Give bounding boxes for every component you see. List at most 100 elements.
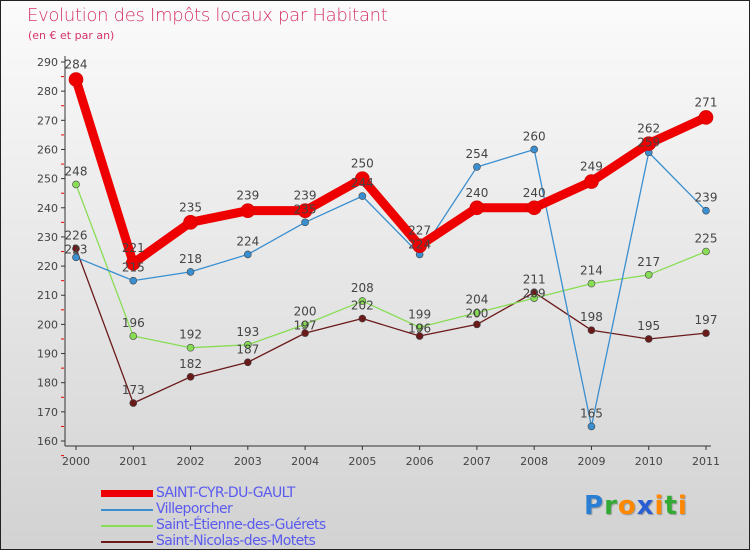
data-label: 193 bbox=[236, 325, 259, 339]
data-point bbox=[702, 329, 710, 337]
data-label: 182 bbox=[179, 357, 202, 371]
data-point bbox=[412, 238, 427, 253]
y-tick-label: 260 bbox=[37, 143, 58, 156]
data-label: 239 bbox=[294, 189, 317, 203]
legend-swatch bbox=[101, 525, 153, 527]
legend-swatch bbox=[101, 541, 153, 543]
data-point bbox=[301, 218, 309, 227]
series-line-2 bbox=[75, 184, 707, 349]
data-point bbox=[698, 110, 714, 125]
data-label: 250 bbox=[351, 157, 374, 171]
x-tick-label: 2011 bbox=[692, 455, 720, 468]
data-point bbox=[530, 294, 538, 302]
series-line-3 bbox=[75, 248, 707, 404]
x-tick-label: 2007 bbox=[463, 455, 491, 468]
data-point bbox=[355, 171, 370, 186]
data-label: 271 bbox=[695, 95, 718, 109]
logo-letter: P bbox=[584, 491, 605, 521]
y-tick-label: 220 bbox=[37, 260, 58, 273]
data-label: 195 bbox=[637, 319, 660, 333]
x-tick-label: 2004 bbox=[291, 455, 319, 468]
y-tick-label: 240 bbox=[37, 202, 58, 215]
y-tick-label: 160 bbox=[37, 435, 58, 448]
x-tick-label: 2009 bbox=[577, 455, 605, 468]
data-label: 227 bbox=[408, 224, 431, 238]
data-point bbox=[301, 329, 309, 337]
data-label: 196 bbox=[122, 316, 145, 330]
data-label: 197 bbox=[695, 313, 718, 327]
data-point bbox=[415, 332, 424, 340]
y-tick-label: 270 bbox=[37, 114, 58, 127]
series-line-0 bbox=[71, 78, 708, 268]
x-tick-label: 2005 bbox=[348, 455, 376, 468]
data-label: 200 bbox=[294, 304, 317, 318]
data-point bbox=[297, 203, 313, 218]
data-label: 225 bbox=[695, 232, 718, 246]
chart-subtitle: (en € et par an) bbox=[28, 29, 115, 42]
x-tick-label: 2010 bbox=[635, 455, 663, 468]
data-label: 217 bbox=[637, 255, 660, 269]
data-point bbox=[129, 276, 138, 285]
series-line-1 bbox=[75, 148, 707, 428]
legend-label: Saint-Étienne-des-Guérets bbox=[156, 517, 326, 533]
data-label: 173 bbox=[122, 383, 145, 397]
data-point bbox=[72, 253, 80, 262]
data-point bbox=[186, 268, 195, 276]
data-label: 239 bbox=[695, 191, 718, 205]
y-tick-label: 210 bbox=[37, 289, 58, 302]
legend-label: Villeporcher bbox=[156, 501, 233, 517]
logo-letter: i bbox=[654, 491, 665, 521]
data-label: 262 bbox=[637, 122, 660, 136]
y-tick-label: 280 bbox=[37, 85, 58, 98]
data-label: 198 bbox=[580, 310, 603, 324]
data-point bbox=[526, 200, 542, 216]
data-label: 208 bbox=[351, 281, 374, 295]
data-label: 240 bbox=[465, 186, 488, 200]
y-tick-label: 290 bbox=[37, 56, 58, 69]
x-tick-label: 2001 bbox=[119, 455, 147, 468]
data-point bbox=[587, 279, 596, 288]
data-label: 224 bbox=[236, 234, 259, 248]
y-tick-label: 200 bbox=[37, 318, 58, 331]
data-label: 196 bbox=[408, 321, 431, 335]
data-label: 224 bbox=[408, 238, 431, 252]
data-point bbox=[129, 332, 138, 340]
data-label: 248 bbox=[65, 164, 88, 178]
data-point bbox=[702, 206, 710, 215]
logo-letter: x bbox=[636, 491, 655, 521]
data-label: 202 bbox=[351, 299, 374, 313]
y-tick-label: 170 bbox=[37, 406, 58, 419]
data-label: 226 bbox=[65, 229, 88, 243]
data-label: 197 bbox=[294, 318, 317, 332]
data-label: 215 bbox=[122, 261, 145, 275]
logo-letter: i bbox=[677, 491, 688, 521]
data-label: 239 bbox=[236, 189, 259, 203]
data-point bbox=[358, 297, 367, 305]
data-point bbox=[186, 373, 195, 381]
data-point bbox=[244, 340, 252, 349]
data-point bbox=[358, 314, 367, 323]
data-point bbox=[473, 308, 481, 317]
data-point bbox=[183, 215, 198, 230]
y-tick-label: 180 bbox=[37, 377, 58, 390]
logo-letter: r bbox=[604, 491, 618, 521]
x-tick-label: 2000 bbox=[62, 455, 90, 468]
data-label: 284 bbox=[65, 57, 88, 71]
x-tick-label: 2006 bbox=[406, 455, 434, 468]
data-label: 165 bbox=[580, 406, 603, 420]
data-point bbox=[186, 343, 195, 352]
data-label: 204 bbox=[465, 293, 488, 307]
data-label: 200 bbox=[465, 307, 488, 321]
data-label: 218 bbox=[179, 252, 202, 266]
legend-label: SAINT-CYR-DU-GAULT bbox=[156, 485, 295, 501]
data-point bbox=[244, 250, 252, 259]
data-point bbox=[415, 323, 424, 332]
data-label: 223 bbox=[65, 243, 88, 257]
data-point bbox=[587, 422, 596, 431]
data-label: 235 bbox=[179, 200, 202, 214]
data-point bbox=[72, 244, 80, 253]
data-point bbox=[644, 335, 653, 343]
y-tick-label: 250 bbox=[37, 173, 58, 186]
